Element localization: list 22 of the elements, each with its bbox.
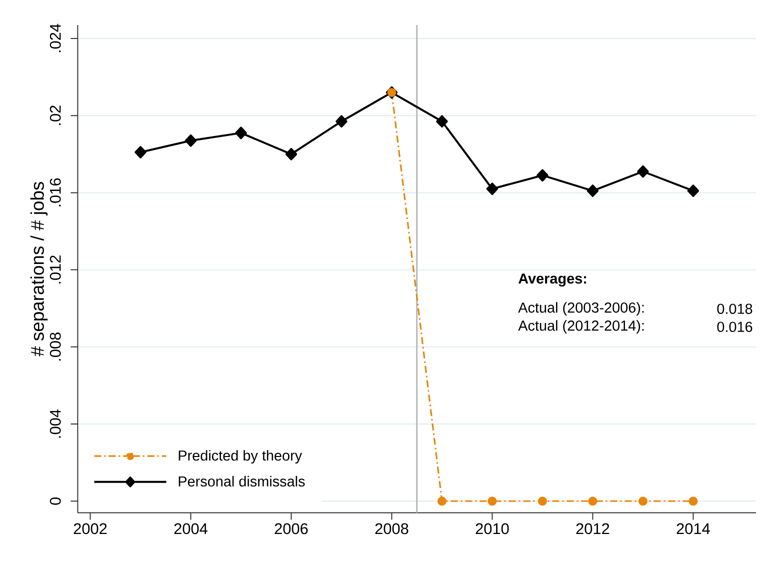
y-tick-label: .02	[50, 106, 61, 125]
annotation: Averages:	[518, 274, 586, 287]
x-tick-label: 2006	[274, 523, 308, 534]
y-tick-label: .016	[50, 178, 61, 206]
legend-label: Personal dismissals	[178, 476, 305, 487]
annotation: Actual (2012-2014):	[518, 320, 644, 334]
legend-label: Predicted by theory	[178, 450, 302, 464]
x-tick-label: 2010	[476, 523, 509, 534]
y-tick-label: .012	[50, 256, 61, 284]
x-tick-label: 2004	[174, 523, 208, 534]
annotation: 0.018	[717, 304, 752, 314]
y-tick-label: 0	[50, 497, 61, 505]
y-tick-label: .008	[50, 332, 61, 361]
y-tick-label: .024	[50, 24, 61, 52]
x-tick-label: 2014	[676, 523, 710, 534]
x-tick-label: 2008	[375, 523, 408, 534]
x-tick-label: 2002	[74, 523, 107, 534]
annotation: Actual (2003-2006):	[518, 302, 644, 316]
x-tick-label: 2012	[576, 523, 610, 534]
y-tick-label: .004	[50, 409, 61, 438]
y-axis-title: # separations / # jobs	[30, 182, 48, 356]
annotation: 0.016	[717, 322, 752, 332]
